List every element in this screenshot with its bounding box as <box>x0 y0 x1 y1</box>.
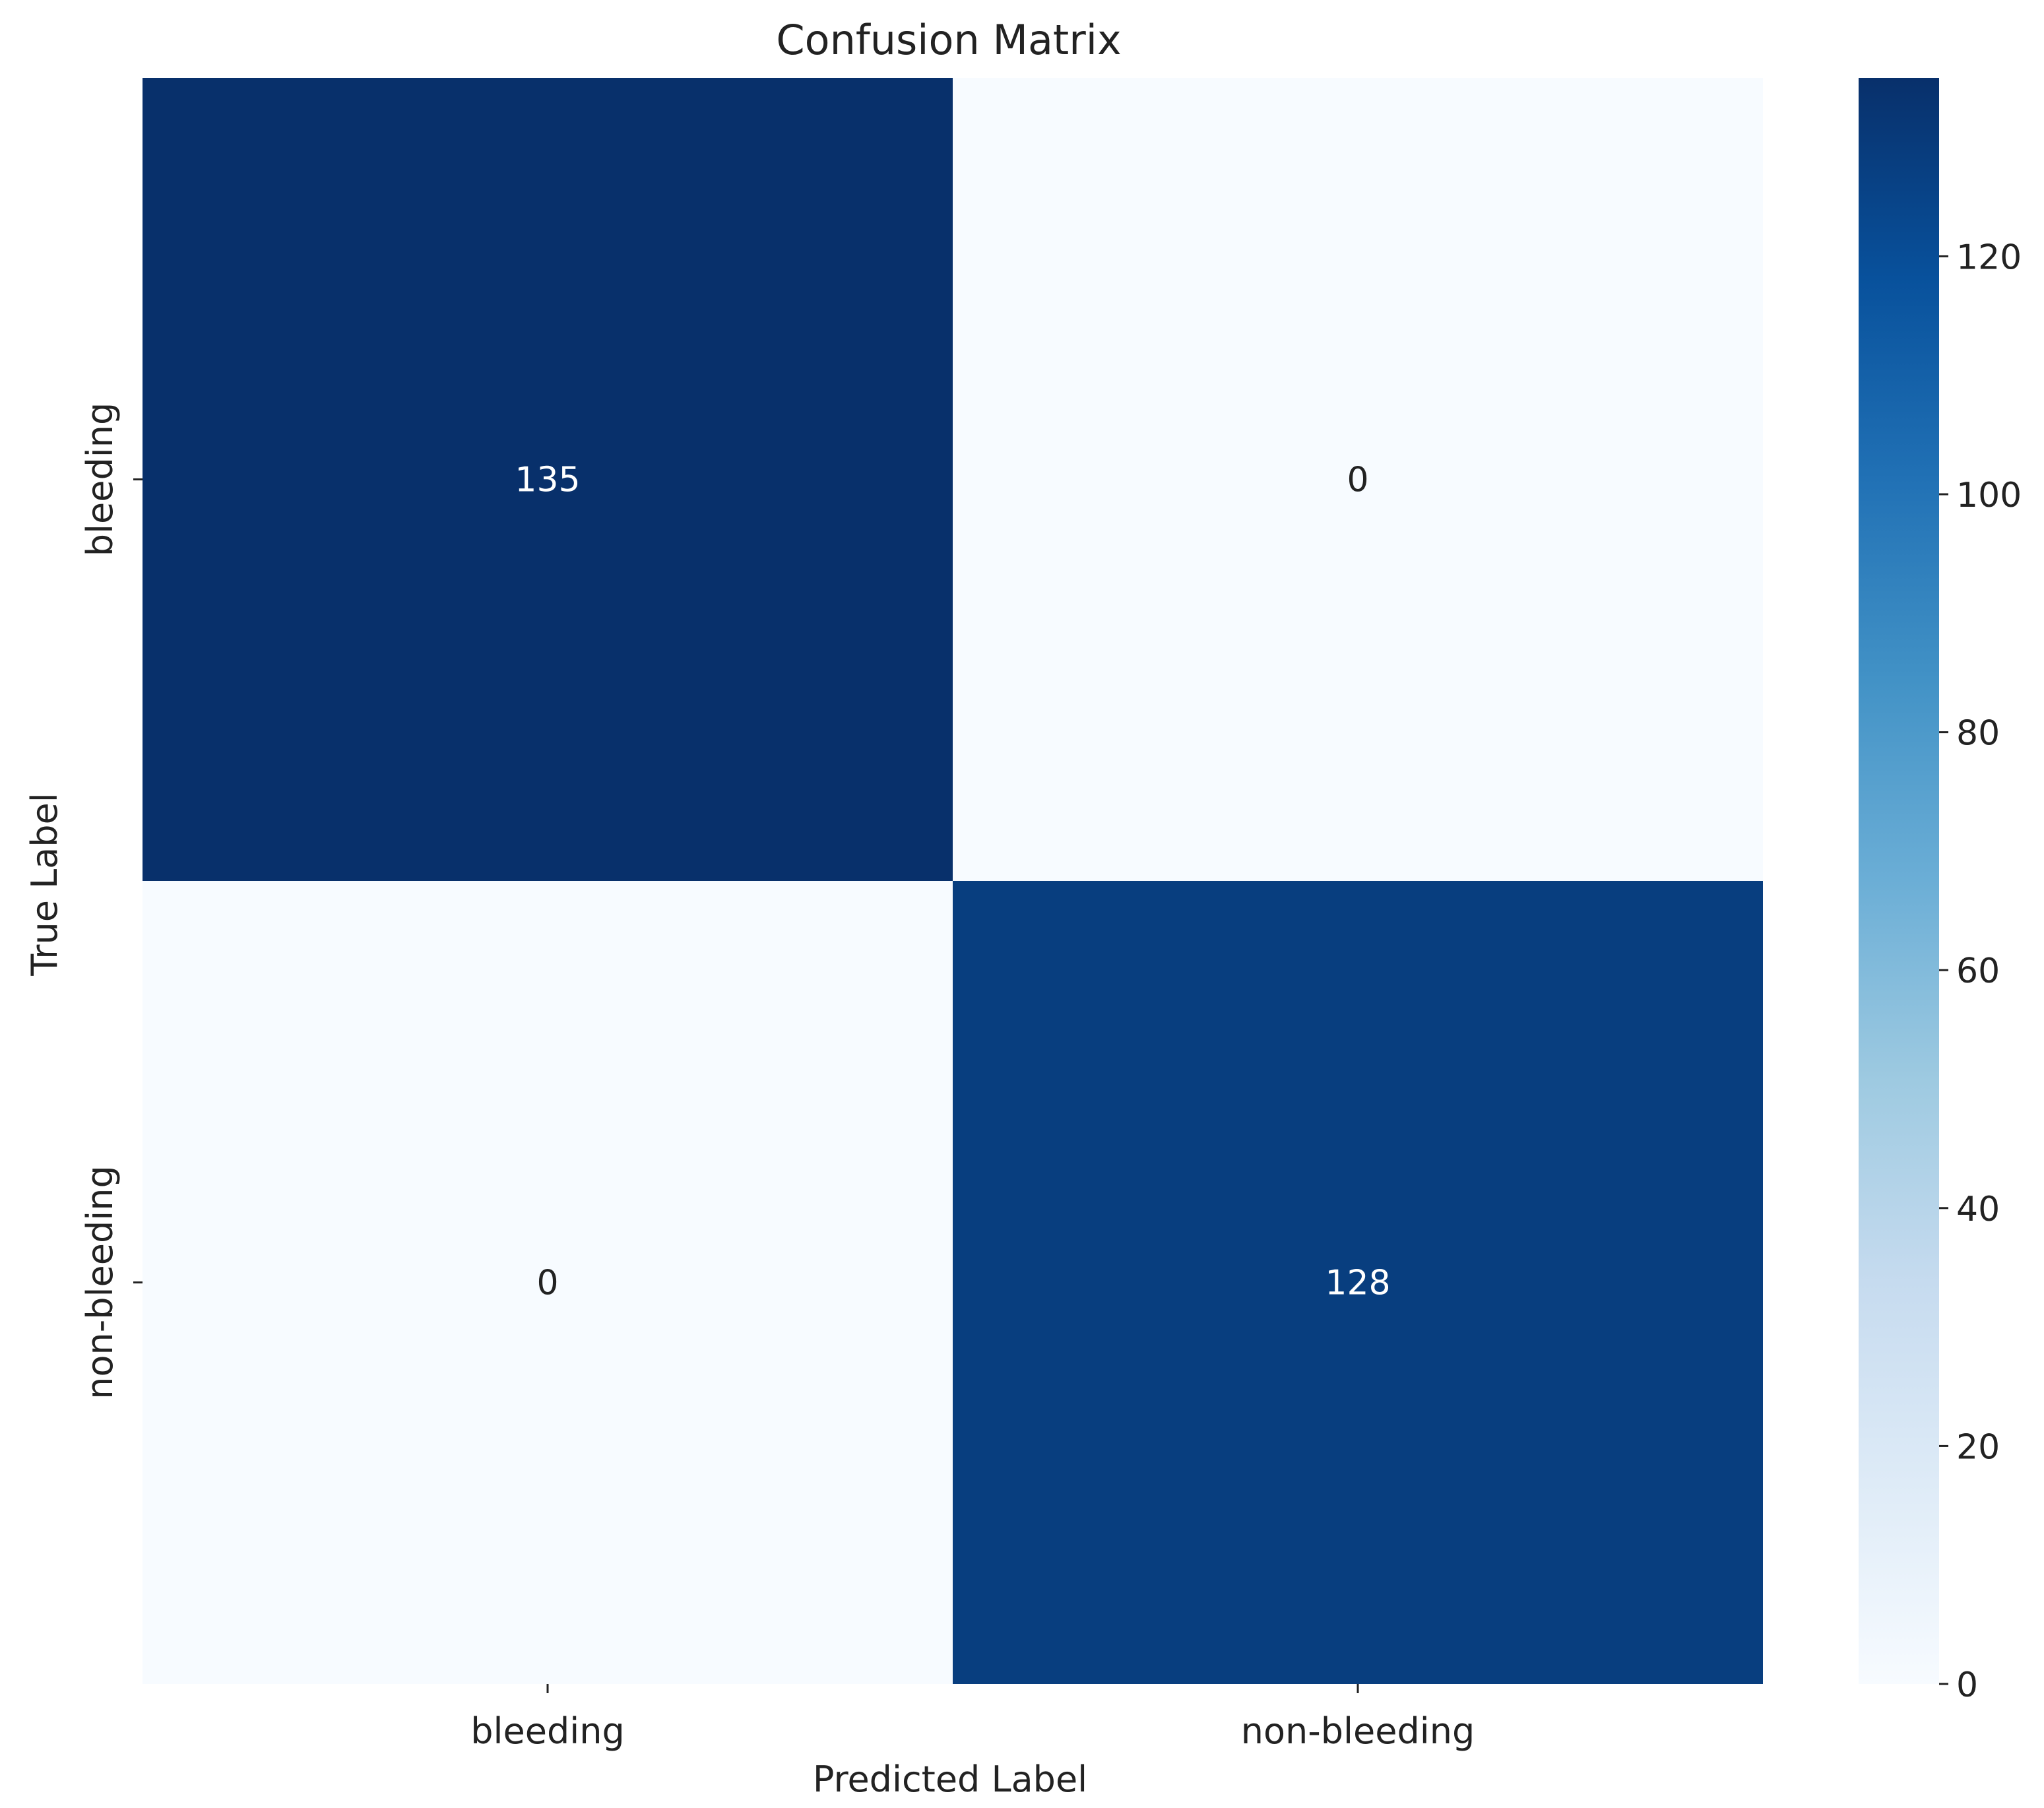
x-tick-label: non-bleeding <box>1241 1710 1475 1752</box>
colorbar-tick-label: 80 <box>1956 714 2000 754</box>
heatmap-cell-label: 0 <box>536 1264 558 1303</box>
y-axis-ticks: bleeding non-bleeding <box>79 403 143 1400</box>
heatmap-cell <box>143 78 953 881</box>
colorbar-tick-label: 20 <box>1956 1427 2000 1467</box>
heatmap-cell-label: 128 <box>1325 1264 1390 1303</box>
heatmap-cells <box>143 78 1763 1684</box>
colorbar-tick-label: 100 <box>1956 476 2022 515</box>
heatmap-cell <box>953 78 1763 881</box>
x-axis-label: Predicted Label <box>813 1759 1087 1800</box>
x-axis-ticks: bleeding non-bleeding <box>470 1684 1475 1752</box>
colorbar <box>1859 78 1939 1684</box>
heatmap-cell-labels: 135 0 0 128 <box>515 461 1390 1303</box>
y-tick-label: non-bleeding <box>79 1165 121 1399</box>
y-axis-label: True Label <box>24 792 65 977</box>
heatmap-cell-label: 135 <box>515 461 580 500</box>
y-tick-label: bleeding <box>79 403 121 557</box>
heatmap-cell-label: 0 <box>1347 461 1368 500</box>
x-tick-label: bleeding <box>470 1710 625 1752</box>
colorbar-tick-label: 60 <box>1956 952 2000 991</box>
colorbar-tick-label: 0 <box>1956 1665 1978 1705</box>
colorbar-tick-label: 40 <box>1956 1190 2000 1229</box>
chart-title: Confusion Matrix <box>776 16 1121 64</box>
heatmap-cell <box>143 881 953 1684</box>
heatmap-cell <box>953 881 1763 1684</box>
colorbar-tick-label: 120 <box>1956 238 2022 277</box>
colorbar-ticks: 0 20 40 60 80 100 120 <box>1939 238 2022 1705</box>
